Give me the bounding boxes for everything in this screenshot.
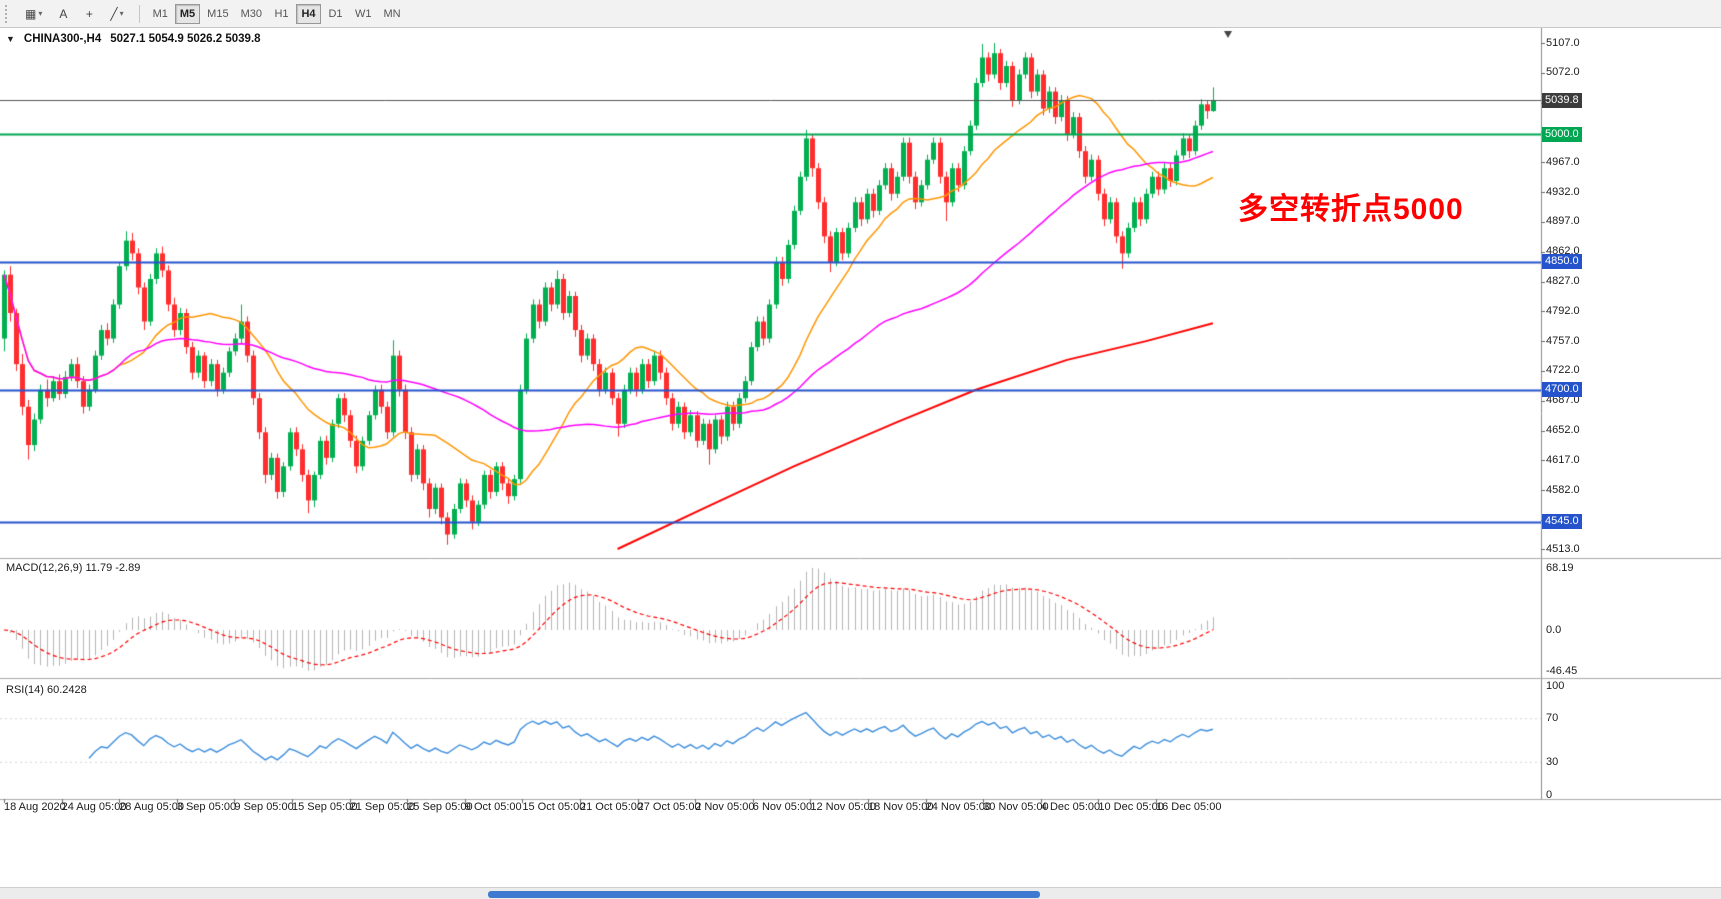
timeframe-buttons: M1 M5 M15 M30 H1 H4 D1 W1 MN (147, 3, 407, 24)
timeframe-m1-button[interactable]: M1 (148, 4, 173, 24)
toolbar-separator (138, 4, 140, 23)
crosshair-tool-button[interactable]: + (77, 3, 101, 25)
crosshair-tool-icon: + (85, 6, 93, 21)
drawing-tools-button[interactable]: ╱ ▾ (103, 3, 130, 25)
tool-buttons: ▦ ▾ A + ╱ ▾ (17, 3, 132, 25)
toolbar: ▦ ▾ A + ╱ ▾ M1 M5 M15 M30 H1 H4 D1 W1 MN (0, 0, 1721, 28)
text-label-tool-icon: A (59, 6, 68, 21)
timeframe-m30-button[interactable]: M30 (236, 4, 267, 24)
timeframe-d1-button[interactable]: D1 (323, 4, 348, 24)
scrollbar-thumb[interactable] (488, 891, 1040, 898)
timeframe-m15-button[interactable]: M15 (202, 4, 233, 24)
timeframe-mn-button[interactable]: MN (378, 4, 405, 24)
chart-type-button[interactable]: ▦ ▾ (18, 3, 49, 25)
bottom-scrollbar[interactable] (0, 887, 1721, 899)
timeframe-h1-button[interactable]: H1 (269, 4, 294, 24)
chart-type-icon: ▦ (25, 6, 37, 21)
price-axis[interactable] (1541, 28, 1721, 799)
chart-canvas[interactable] (0, 28, 1721, 899)
time-axis[interactable] (0, 799, 1541, 816)
caret-down-icon: ▾ (119, 9, 124, 18)
toolbar-grip[interactable] (5, 4, 12, 23)
timeframe-m5-button[interactable]: M5 (174, 3, 201, 24)
text-label-tool-button[interactable]: A (51, 3, 75, 25)
timeframe-w1-button[interactable]: W1 (350, 4, 377, 24)
drawing-tools-icon: ╱ (110, 6, 118, 21)
timeframe-h4-button[interactable]: H4 (295, 3, 321, 24)
caret-down-icon: ▾ (38, 9, 43, 18)
